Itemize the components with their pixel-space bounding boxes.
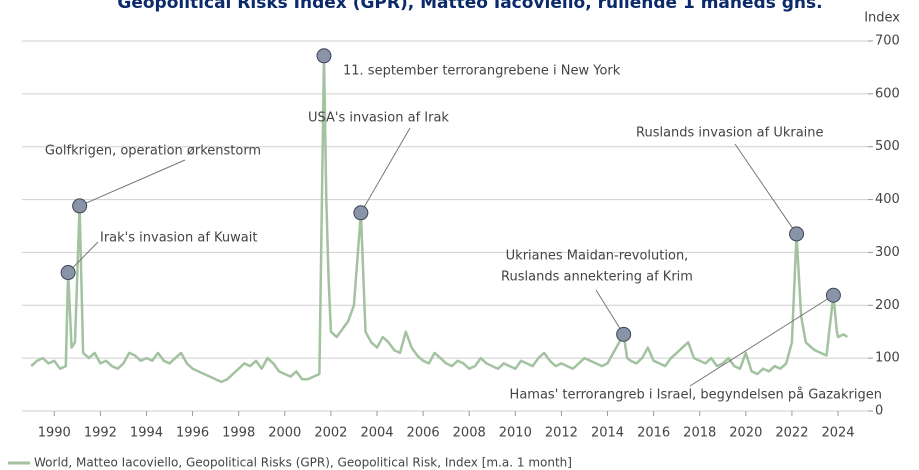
annotation-marker — [789, 226, 805, 242]
y-tick-label: 700 — [875, 34, 900, 49]
x-tick-label: 2006 — [407, 426, 440, 441]
x-tick-label: 1994 — [130, 426, 163, 441]
annotation-label: Irak's invasion af Kuwait — [100, 231, 257, 246]
y-tick-label: 500 — [875, 139, 900, 154]
y-axis-label: Index — [864, 11, 900, 26]
y-tick-label: 100 — [875, 351, 900, 366]
chart-title: Geopolitical Risks Index (GPR), Matteo I… — [117, 0, 822, 13]
leader-line — [360, 127, 411, 214]
x-tick-label: 1990 — [38, 426, 71, 441]
x-tick-label: 2014 — [591, 426, 624, 441]
y-tick-label: 400 — [875, 192, 900, 207]
x-tick-label: 2010 — [499, 426, 532, 441]
annotation-label: Ruslands annektering af Krim — [501, 270, 693, 285]
annotation-marker — [616, 326, 632, 342]
y-tick-label: 0 — [875, 404, 883, 419]
annotation-marker — [60, 265, 76, 281]
x-tick-label: 2024 — [821, 426, 854, 441]
x-tick-label: 2004 — [360, 426, 393, 441]
y-tick-label: 600 — [875, 86, 900, 101]
x-tick-label: 2018 — [683, 426, 716, 441]
legend-label: World, Matteo Iacoviello, Geopolitical R… — [34, 456, 572, 470]
annotation-marker — [72, 198, 88, 214]
x-tick-label: 1998 — [222, 426, 255, 441]
y-tick-label: 200 — [875, 298, 900, 313]
annotation-marker — [825, 287, 841, 303]
y-tick-label: 300 — [875, 245, 900, 260]
x-tick-label: 2022 — [775, 426, 808, 441]
annotation-label: 11. september terrorangrebene i New York — [343, 64, 621, 79]
annotation-label: Ruslands invasion af Ukraine — [636, 126, 824, 141]
leader-line — [689, 294, 834, 387]
x-tick-label: 1996 — [176, 426, 209, 441]
annotation-marker — [353, 205, 369, 221]
leader-line — [79, 159, 186, 207]
x-tick-label: 2000 — [268, 426, 301, 441]
leader-line — [595, 289, 625, 335]
x-tick-label: 2020 — [729, 426, 762, 441]
annotation-label: USA's invasion af Irak — [308, 111, 449, 126]
annotation-marker — [316, 48, 332, 64]
annotation-label: Ukrianes Maidan-revolution, — [506, 249, 689, 264]
data-line — [30, 54, 849, 384]
annotation-label: Golfkrigen, operation ørkenstorm — [45, 144, 261, 159]
leader-line — [734, 143, 797, 235]
x-tick-label: 2012 — [545, 426, 578, 441]
x-tick-label: 2002 — [314, 426, 347, 441]
x-tick-label: 2016 — [637, 426, 670, 441]
annotation-label: Hamas' terrorangreb i Israel, begyndelse… — [510, 388, 882, 403]
x-tick-label: 2008 — [453, 426, 486, 441]
x-tick-label: 1992 — [84, 426, 117, 441]
